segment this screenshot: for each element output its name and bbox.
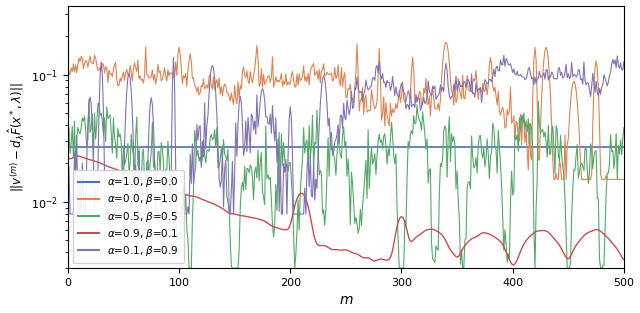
$\alpha$=0.5, $\beta$=0.5 (269, 223, 276, 227)
$\alpha$=1.0, $\beta$=0.0 (620, 145, 628, 149)
$\alpha$=0.0, $\beta$=1.0 (550, 177, 557, 181)
$\alpha$=1.0, $\beta$=0.0 (64, 145, 72, 149)
$\alpha$=0.5, $\beta$=0.5 (185, 266, 193, 270)
$\alpha$=0.0, $\beta$=1.0 (429, 86, 436, 90)
$\alpha$=0.1, $\beta$=0.9 (525, 65, 533, 69)
Legend: $\alpha$=1.0, $\beta$=0.0, $\alpha$=0.0, $\beta$=1.0, $\alpha$=0.5, $\beta$=0.5,: $\alpha$=1.0, $\beta$=0.0, $\alpha$=0.0,… (73, 170, 184, 263)
$\alpha$=0.9, $\beta$=0.1 (268, 224, 275, 228)
$\alpha$=0.0, $\beta$=1.0 (202, 86, 209, 90)
$\alpha$=0.5, $\beta$=0.5 (227, 264, 235, 268)
$\alpha$=0.1, $\beta$=0.9 (422, 100, 430, 103)
$\alpha$=0.0, $\beta$=1.0 (64, 60, 72, 64)
$\alpha$=0.0, $\beta$=1.0 (525, 122, 533, 126)
$\alpha$=0.5, $\beta$=0.5 (431, 261, 438, 264)
$\alpha$=0.1, $\beta$=0.9 (500, 54, 508, 57)
$\alpha$=0.5, $\beta$=0.5 (527, 121, 534, 125)
$\alpha$=0.9, $\beta$=0.1 (227, 212, 234, 215)
$\alpha$=0.9, $\beta$=0.1 (64, 156, 72, 160)
$\alpha$=1.0, $\beta$=0.0 (422, 145, 430, 149)
$\alpha$=0.5, $\beta$=0.5 (204, 148, 212, 152)
$\alpha$=0.5, $\beta$=0.5 (64, 158, 72, 162)
Line: $\alpha$=0.0, $\beta$=1.0: $\alpha$=0.0, $\beta$=1.0 (68, 42, 624, 179)
$\alpha$=0.5, $\beta$=0.5 (85, 97, 93, 101)
$\alpha$=1.0, $\beta$=0.0 (524, 145, 532, 149)
Line: $\alpha$=0.9, $\beta$=0.1: $\alpha$=0.9, $\beta$=0.1 (68, 156, 624, 265)
$\alpha$=0.9, $\beta$=0.1 (527, 234, 534, 238)
$\alpha$=0.1, $\beta$=0.9 (202, 147, 209, 151)
$\alpha$=0.0, $\beta$=1.0 (225, 95, 233, 98)
Line: $\alpha$=0.5, $\beta$=0.5: $\alpha$=0.5, $\beta$=0.5 (68, 99, 624, 268)
Line: $\alpha$=0.1, $\beta$=0.9: $\alpha$=0.1, $\beta$=0.9 (68, 55, 624, 214)
$\alpha$=0.0, $\beta$=1.0 (266, 80, 274, 84)
$\alpha$=0.9, $\beta$=0.1 (203, 199, 211, 203)
$\alpha$=0.0, $\beta$=1.0 (620, 177, 628, 181)
$\alpha$=1.0, $\beta$=0.0 (266, 145, 274, 149)
$\alpha$=0.1, $\beta$=0.9 (620, 59, 628, 63)
$\alpha$=0.9, $\beta$=0.1 (430, 228, 438, 232)
$\alpha$=0.0, $\beta$=1.0 (442, 40, 450, 44)
$\alpha$=0.9, $\beta$=0.1 (620, 258, 628, 261)
$\alpha$=0.1, $\beta$=0.9 (266, 112, 274, 116)
$\alpha$=0.9, $\beta$=0.1 (73, 154, 81, 158)
$\alpha$=0.1, $\beta$=0.9 (429, 84, 436, 88)
$\alpha$=1.0, $\beta$=0.0 (429, 145, 436, 149)
$\alpha$=0.1, $\beta$=0.9 (225, 211, 233, 214)
$\alpha$=1.0, $\beta$=0.0 (225, 145, 233, 149)
$\alpha$=0.5, $\beta$=0.5 (620, 126, 628, 130)
$\alpha$=0.9, $\beta$=0.1 (510, 263, 518, 267)
$\alpha$=0.0, $\beta$=1.0 (422, 77, 430, 80)
X-axis label: $m$: $m$ (339, 294, 353, 307)
Y-axis label: $||v^{(m)} - d_\lambda \hat{F}(x^*, \lambda)||$: $||v^{(m)} - d_\lambda \hat{F}(x^*, \lam… (6, 82, 26, 192)
$\alpha$=1.0, $\beta$=0.0 (202, 145, 209, 149)
$\alpha$=0.5, $\beta$=0.5 (424, 181, 432, 185)
$\alpha$=0.9, $\beta$=0.1 (423, 228, 431, 232)
$\alpha$=0.1, $\beta$=0.9 (64, 212, 72, 216)
